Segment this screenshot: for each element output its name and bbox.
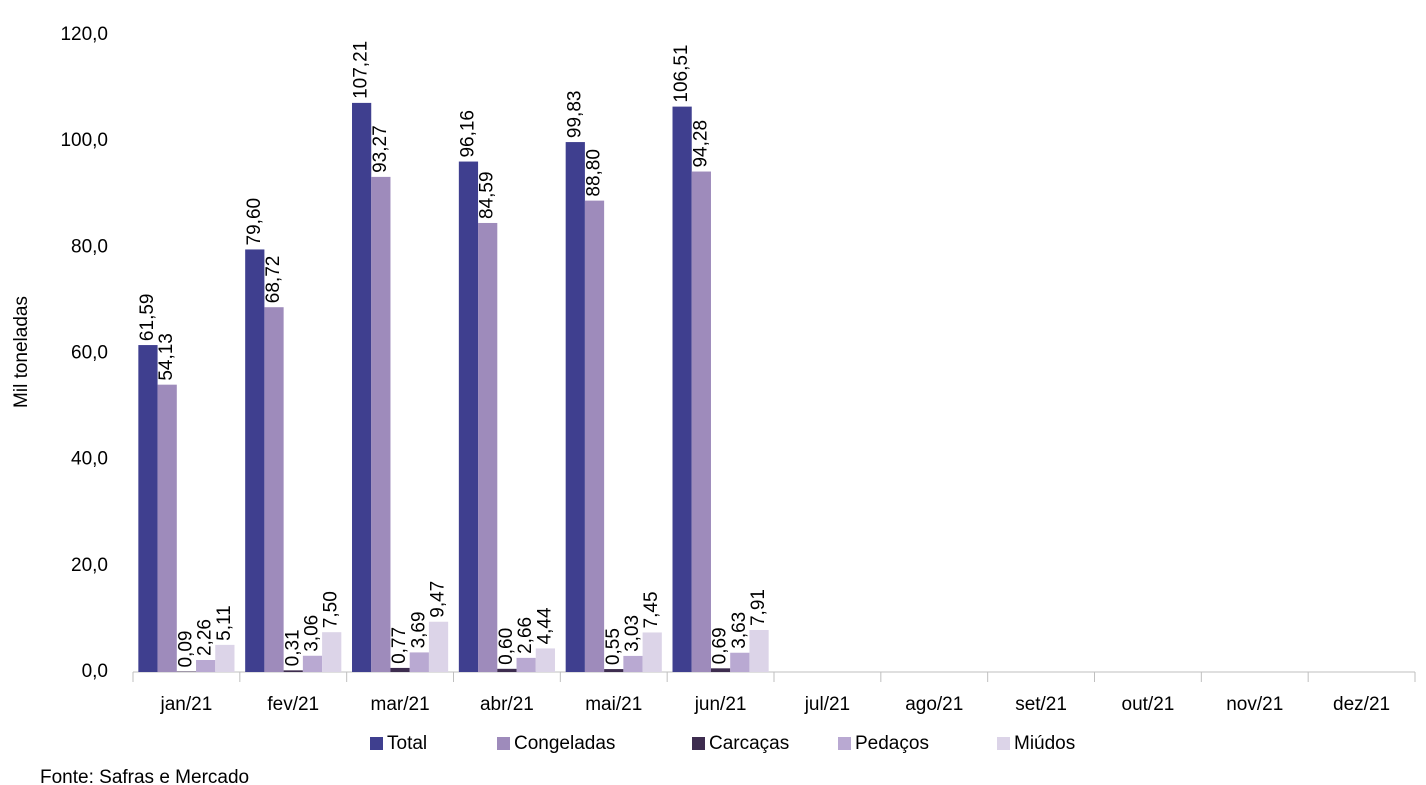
source-note: Fonte: Safras e Mercado bbox=[40, 767, 249, 785]
data-label: 0,09 bbox=[175, 631, 196, 668]
bar bbox=[584, 200, 605, 672]
legend-label: Total bbox=[387, 733, 427, 754]
data-label: 54,13 bbox=[156, 333, 177, 381]
data-label: 96,16 bbox=[457, 110, 478, 158]
data-label: 79,60 bbox=[244, 198, 265, 246]
y-tick-label: 0,0 bbox=[82, 661, 108, 682]
x-tick-label: set/21 bbox=[1015, 694, 1067, 715]
bar bbox=[322, 632, 342, 672]
x-tick-label: ago/21 bbox=[905, 694, 963, 715]
bar bbox=[642, 632, 662, 672]
bar bbox=[196, 660, 216, 672]
x-tick-label: abr/21 bbox=[480, 694, 534, 715]
x-tick-label: nov/21 bbox=[1226, 694, 1283, 715]
x-tick-label: jul/21 bbox=[804, 694, 850, 715]
x-tick-label: fev/21 bbox=[267, 694, 319, 715]
bar bbox=[623, 655, 643, 672]
legend-label: Congeladas bbox=[514, 733, 615, 754]
data-label: 5,11 bbox=[214, 605, 235, 641]
legend-swatch bbox=[838, 737, 851, 750]
data-label: 7,45 bbox=[641, 591, 662, 628]
data-label: 61,59 bbox=[137, 294, 158, 342]
data-label: 94,28 bbox=[690, 120, 711, 168]
bar bbox=[710, 668, 731, 672]
bar bbox=[302, 655, 323, 672]
bar bbox=[730, 652, 750, 672]
y-axis-label: Mil toneladas bbox=[11, 296, 32, 408]
data-label: 4,44 bbox=[534, 607, 555, 644]
data-label: 106,51 bbox=[671, 44, 692, 102]
y-tick-label: 80,0 bbox=[71, 236, 108, 257]
x-tick-label: jun/21 bbox=[694, 694, 747, 715]
bar bbox=[390, 667, 410, 672]
bar bbox=[409, 652, 429, 672]
data-label: 3,06 bbox=[301, 615, 322, 652]
bar bbox=[516, 657, 536, 672]
data-label: 3,63 bbox=[729, 612, 750, 649]
data-label: 0,55 bbox=[603, 628, 624, 665]
y-tick-label: 20,0 bbox=[71, 555, 108, 576]
bar bbox=[371, 176, 391, 672]
y-tick-label: 40,0 bbox=[71, 449, 108, 470]
data-label: 0,60 bbox=[496, 628, 517, 665]
bar bbox=[497, 668, 517, 672]
bar bbox=[672, 106, 692, 672]
x-tick-label: jan/21 bbox=[160, 694, 213, 715]
bar bbox=[428, 621, 449, 672]
bar bbox=[458, 161, 479, 672]
data-label: 93,27 bbox=[370, 125, 391, 173]
bar bbox=[604, 669, 624, 672]
x-tick-label: mai/21 bbox=[585, 694, 642, 715]
data-label: 107,21 bbox=[351, 41, 372, 99]
bar bbox=[352, 102, 372, 673]
bar bbox=[138, 345, 158, 672]
bar bbox=[478, 222, 498, 672]
legend-swatch bbox=[497, 737, 510, 750]
data-label: 3,03 bbox=[622, 615, 643, 652]
bar bbox=[215, 644, 235, 672]
data-label: 0,69 bbox=[710, 627, 731, 664]
x-tick-label: dez/21 bbox=[1333, 694, 1390, 715]
bar bbox=[283, 670, 303, 672]
data-label: 9,47 bbox=[428, 581, 449, 618]
y-tick-label: 60,0 bbox=[71, 343, 108, 364]
bar bbox=[565, 142, 585, 672]
data-label: 88,80 bbox=[584, 149, 605, 197]
bar bbox=[157, 384, 177, 672]
legend-label: Pedaços bbox=[855, 733, 929, 754]
legend-label: Miúdos bbox=[1014, 733, 1075, 754]
legend-swatch bbox=[692, 737, 705, 750]
data-label: 7,50 bbox=[321, 591, 342, 628]
bar bbox=[535, 648, 555, 672]
data-label: 99,83 bbox=[564, 91, 585, 139]
data-label: 0,31 bbox=[282, 629, 303, 666]
bar bbox=[749, 630, 769, 672]
x-tick-label: out/21 bbox=[1122, 694, 1175, 715]
y-tick-label: 120,0 bbox=[60, 24, 108, 45]
legend-swatch bbox=[370, 737, 383, 750]
y-tick-label: 100,0 bbox=[60, 130, 108, 151]
bar bbox=[264, 307, 284, 672]
legend-label: Carcaças bbox=[709, 733, 789, 754]
data-label: 2,66 bbox=[515, 617, 536, 654]
data-label: 3,69 bbox=[408, 611, 429, 648]
data-label: 84,59 bbox=[477, 171, 498, 219]
data-label: 0,77 bbox=[389, 627, 410, 664]
bar bbox=[691, 171, 711, 672]
data-label: 2,26 bbox=[195, 619, 216, 656]
legend-swatch bbox=[997, 737, 1010, 750]
data-label: 68,72 bbox=[263, 256, 284, 304]
x-tick-label: mar/21 bbox=[371, 694, 430, 715]
data-label: 7,91 bbox=[748, 589, 769, 626]
bar bbox=[245, 249, 265, 672]
